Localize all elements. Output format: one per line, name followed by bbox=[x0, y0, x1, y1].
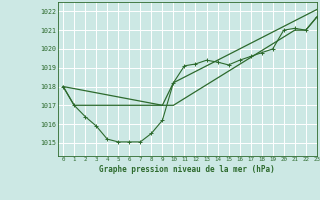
X-axis label: Graphe pression niveau de la mer (hPa): Graphe pression niveau de la mer (hPa) bbox=[99, 165, 275, 174]
